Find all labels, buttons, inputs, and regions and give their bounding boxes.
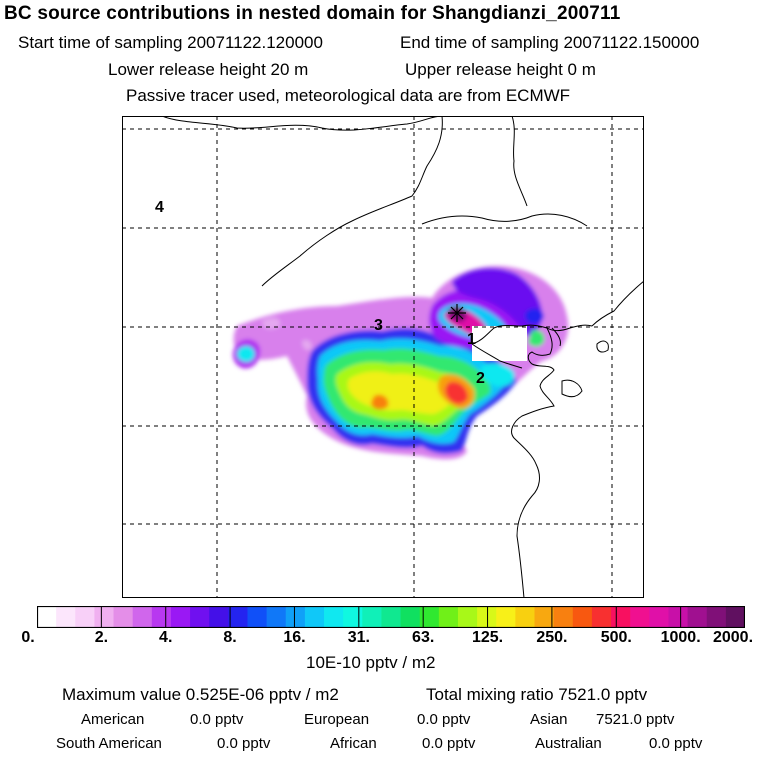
colorbar-cell bbox=[343, 606, 363, 628]
colorbar-tick-label: 1000. bbox=[660, 629, 701, 646]
colorbar-cell bbox=[496, 606, 516, 628]
colorbar-cell bbox=[668, 606, 689, 628]
australian-value: 0.0 pptv bbox=[649, 735, 703, 752]
south-american-value: 0.0 pptv bbox=[217, 735, 271, 752]
colorbar-cell bbox=[572, 606, 593, 628]
colorbar-cell bbox=[324, 606, 344, 628]
colorbar-tick-label: 2. bbox=[94, 629, 109, 646]
start-time-label: Start time of sampling 20071122.120000 bbox=[18, 33, 323, 52]
asian-label: Asian bbox=[530, 711, 568, 728]
colorbar-tick-label: 0. bbox=[21, 629, 35, 646]
african-label: African bbox=[330, 735, 377, 752]
colorbar-tick-label: 31. bbox=[347, 629, 370, 646]
american-value: 0.0 pptv bbox=[190, 711, 244, 728]
colorbar-tick-label: 16. bbox=[283, 629, 306, 646]
colorbar bbox=[37, 606, 745, 628]
total-mixing-label: Total mixing ratio 7521.0 pptv bbox=[426, 685, 648, 704]
south-american-label: South American bbox=[56, 735, 162, 752]
african-value: 0.0 pptv bbox=[422, 735, 476, 752]
colorbar-cell bbox=[132, 606, 153, 628]
colorbar-tick-label: 2000. bbox=[712, 629, 754, 646]
colorbar-tick-label: 4. bbox=[159, 629, 173, 646]
colorbar-cell bbox=[419, 606, 440, 628]
colorbar-cell bbox=[553, 606, 574, 628]
european-value: 0.0 pptv bbox=[417, 711, 471, 728]
colorbar-tick-label: 500. bbox=[600, 629, 632, 646]
tracer-info-label: Passive tracer used, meteorological data… bbox=[126, 86, 571, 105]
colorbar-cell bbox=[247, 606, 268, 628]
colorbar-cell bbox=[151, 606, 172, 628]
colorbar-cell bbox=[37, 606, 57, 628]
colorbar-cell bbox=[630, 606, 650, 628]
asian-value: 7521.0 pptv bbox=[596, 711, 675, 728]
concentration-field bbox=[232, 266, 569, 460]
region-label-4: 4 bbox=[155, 199, 164, 216]
colorbar-cell bbox=[94, 606, 115, 628]
colorbar-cell bbox=[381, 606, 402, 628]
european-label: European bbox=[304, 711, 370, 728]
receptor-star-icon bbox=[448, 304, 466, 322]
colorbar-cell bbox=[209, 606, 229, 628]
colorbar-cell bbox=[170, 606, 191, 628]
colorbar-cell bbox=[534, 606, 555, 628]
colorbar-cell bbox=[591, 606, 612, 628]
colorbar-cell bbox=[190, 606, 210, 628]
upper-release-label: Upper release height 0 m bbox=[405, 60, 596, 79]
colorbar-cell bbox=[75, 606, 96, 628]
colorbar-cell bbox=[515, 606, 536, 628]
map-panel: 1 2 3 4 bbox=[122, 116, 644, 598]
colorbar-cell bbox=[362, 606, 383, 628]
american-label: American bbox=[81, 711, 145, 728]
end-time-label: End time of sampling 20071122.150000 bbox=[400, 33, 700, 52]
region-label-3: 3 bbox=[374, 317, 383, 334]
colorbar-cell bbox=[285, 606, 306, 628]
colorbar-cell bbox=[56, 606, 76, 628]
colorbar-cell bbox=[438, 606, 459, 628]
colorbar-tick-label: 8. bbox=[223, 629, 237, 646]
colorbar-cell bbox=[457, 606, 478, 628]
colorbar-cell bbox=[304, 606, 325, 628]
region-label-1: 1 bbox=[467, 331, 476, 348]
colorbar-cell bbox=[266, 606, 287, 628]
masked-region bbox=[472, 326, 527, 361]
colorbar-cell bbox=[649, 606, 670, 628]
colorbar-cell bbox=[400, 606, 421, 628]
colorbar-cell bbox=[477, 606, 497, 628]
colorbar-cell bbox=[228, 606, 249, 628]
max-value-label: Maximum value 0.525E-06 pptv / m2 bbox=[62, 685, 339, 704]
region-label-2: 2 bbox=[476, 370, 485, 387]
map-title: BC source contributions in nested domain… bbox=[4, 3, 621, 24]
colorbar-cell bbox=[725, 606, 745, 628]
australian-label: Australian bbox=[535, 735, 602, 752]
map-frame bbox=[122, 116, 644, 598]
colorbar-cell bbox=[113, 606, 134, 628]
map-gridlines bbox=[122, 116, 644, 598]
colorbar-cell bbox=[687, 606, 708, 628]
colorbar-cell bbox=[611, 606, 631, 628]
colorbar-tick-label: 63. bbox=[412, 629, 435, 646]
colorbar-tick-label: 125. bbox=[471, 629, 504, 646]
lower-release-label: Lower release height 20 m bbox=[108, 60, 309, 79]
colorbar-units: 10E-10 pptv / m2 bbox=[306, 653, 436, 672]
colorbar-tick-label: 250. bbox=[536, 629, 568, 646]
colorbar-cell bbox=[706, 606, 727, 628]
